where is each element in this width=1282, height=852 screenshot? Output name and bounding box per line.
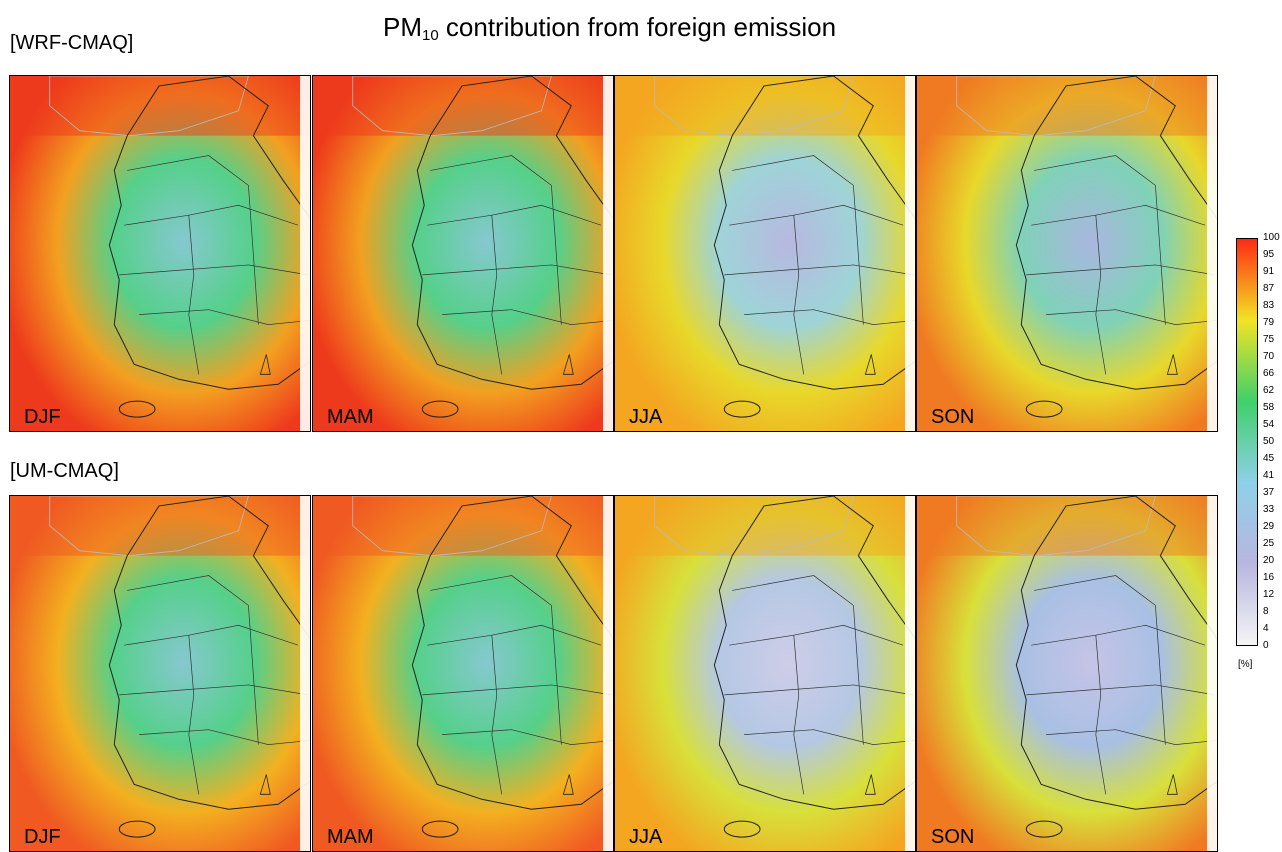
colorbar-tick-label: 58 <box>1263 402 1275 413</box>
map-panel: MAM <box>312 75 614 432</box>
coastline <box>411 76 613 390</box>
map-canvas <box>917 76 1217 431</box>
map-canvas <box>10 496 310 851</box>
row-label: [UM-CMAQ] <box>10 460 119 482</box>
coastline <box>1015 76 1217 390</box>
north-border <box>956 496 1156 557</box>
map-panel: DJF <box>9 75 311 432</box>
coastline <box>713 496 915 810</box>
season-label: MAM <box>327 826 374 848</box>
season-label: JJA <box>629 406 663 428</box>
map-panel: DJF <box>9 495 311 852</box>
map-panel: SON <box>916 75 1218 432</box>
colorbar-tick-label: 4 <box>1263 623 1269 634</box>
north-border <box>654 496 854 557</box>
colorbar-tick-label: 91 <box>1263 266 1275 277</box>
north-border <box>956 76 1156 137</box>
colorbar-tick-label: 66 <box>1263 368 1275 379</box>
jeju-island <box>118 820 156 838</box>
colorbar-unit: [%] <box>1238 659 1253 670</box>
season-label: JJA <box>629 826 663 848</box>
map-canvas <box>10 76 310 431</box>
colorbar-tick-label: 87 <box>1263 283 1275 294</box>
north-border <box>49 496 249 557</box>
season-label: SON <box>931 826 975 848</box>
colorbar-tick-label: 70 <box>1263 351 1275 362</box>
colorbar-tick-label: 29 <box>1263 521 1275 532</box>
colorbar <box>1236 238 1258 646</box>
jeju-island <box>1025 820 1063 838</box>
colorbar-tick-label: 8 <box>1263 606 1269 617</box>
map-canvas <box>313 496 613 851</box>
colorbar-tick-label: 0 <box>1263 640 1269 651</box>
jeju-island <box>723 400 761 418</box>
colorbar-tick-label: 20 <box>1263 555 1275 566</box>
map-canvas <box>917 496 1217 851</box>
colorbar-tick-label: 37 <box>1263 487 1275 498</box>
map-panel: SON <box>916 495 1218 852</box>
colorbar-tick-label: 12 <box>1263 589 1275 600</box>
coastline <box>108 496 310 810</box>
north-border <box>49 76 249 137</box>
north-border <box>352 496 552 557</box>
figure-title: PM10 contribution from foreign emission <box>383 12 837 44</box>
jeju-island <box>1025 400 1063 418</box>
season-label: MAM <box>327 406 374 428</box>
colorbar-tick-label: 75 <box>1263 334 1275 345</box>
colorbar-tick-label: 100 <box>1263 232 1280 243</box>
map-panel: JJA <box>614 495 916 852</box>
colorbar-tick-label: 41 <box>1263 470 1275 481</box>
colorbar-tick-label: 50 <box>1263 436 1275 447</box>
jeju-island <box>421 820 459 838</box>
colorbar-tick-label: 45 <box>1263 453 1275 464</box>
map-panel: MAM <box>312 495 614 852</box>
colorbar-tick-label: 33 <box>1263 504 1275 515</box>
coastline <box>713 76 915 390</box>
colorbar-tick-label: 16 <box>1263 572 1275 583</box>
coastline <box>1015 496 1217 810</box>
season-label: SON <box>931 406 975 428</box>
colorbar-tick-label: 54 <box>1263 419 1275 430</box>
colorbar-tick-label: 62 <box>1263 385 1275 396</box>
season-label: DJF <box>24 406 61 428</box>
colorbar-tick-label: 83 <box>1263 300 1275 311</box>
jeju-island <box>421 400 459 418</box>
map-panel: JJA <box>614 75 916 432</box>
map-canvas <box>615 76 915 431</box>
map-canvas <box>313 76 613 431</box>
north-border <box>654 76 854 137</box>
row-label: [WRF-CMAQ] <box>10 32 134 54</box>
colorbar-tick-label: 25 <box>1263 538 1275 549</box>
season-label: DJF <box>24 826 61 848</box>
colorbar-tick-label: 79 <box>1263 317 1275 328</box>
map-canvas <box>615 496 915 851</box>
coastline <box>411 496 613 810</box>
coastline <box>108 76 310 390</box>
north-border <box>352 76 552 137</box>
jeju-island <box>723 820 761 838</box>
jeju-island <box>118 400 156 418</box>
colorbar-tick-label: 95 <box>1263 249 1275 260</box>
